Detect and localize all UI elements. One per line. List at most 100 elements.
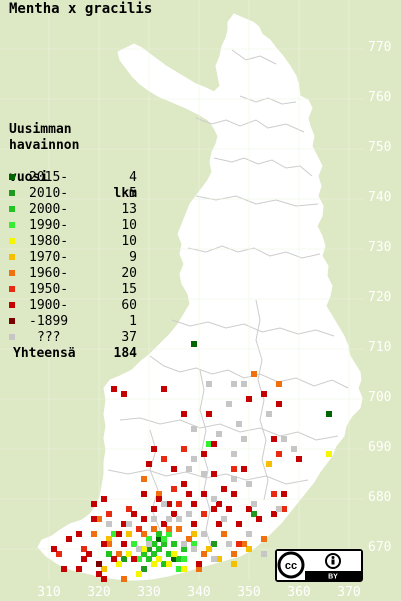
observation-square xyxy=(141,491,147,497)
observation-square xyxy=(226,401,232,407)
y-tick-label: 710 xyxy=(368,340,392,355)
observation-square xyxy=(251,501,257,507)
observation-square xyxy=(116,561,122,567)
legend-total: Yhteensä 184 xyxy=(9,346,137,362)
legend-label: 2010- xyxy=(29,186,69,201)
legend-label: 1980- xyxy=(29,234,69,249)
legend-item: 1900- 60 xyxy=(9,298,137,314)
observation-square xyxy=(236,421,242,427)
legend-header-count: lkm xyxy=(113,186,137,201)
observation-square xyxy=(106,521,112,527)
observation-square xyxy=(101,541,107,547)
observation-square xyxy=(96,516,102,522)
observation-square xyxy=(326,411,332,417)
legend-count: 37 xyxy=(121,330,137,345)
observation-square xyxy=(136,571,142,577)
observation-square xyxy=(66,536,72,542)
observation-square xyxy=(166,531,172,537)
observation-square xyxy=(241,436,247,442)
y-tick-label: 700 xyxy=(368,390,392,405)
legend-count: 20 xyxy=(121,266,137,281)
observation-square xyxy=(196,561,202,567)
observation-square xyxy=(126,521,132,527)
observation-square xyxy=(151,541,157,547)
legend-label: 1960- xyxy=(29,266,69,281)
observation-square xyxy=(141,566,147,572)
observation-square xyxy=(201,491,207,497)
legend-item: 1990- 10 xyxy=(9,218,137,234)
observation-square xyxy=(121,541,127,547)
legend-label: 2015- xyxy=(29,170,69,185)
observation-square xyxy=(226,506,232,512)
observation-square xyxy=(176,526,182,532)
observation-square xyxy=(156,556,162,562)
observation-square xyxy=(106,536,112,542)
legend-count: 1 xyxy=(129,314,137,329)
observation-square xyxy=(241,381,247,387)
observation-square xyxy=(176,516,182,522)
observation-square xyxy=(281,506,287,512)
observation-square xyxy=(211,541,217,547)
x-tick-label: 340 xyxy=(187,585,211,600)
legend-swatch xyxy=(9,254,15,260)
observation-square xyxy=(176,501,182,507)
observation-square xyxy=(166,516,172,522)
observation-square xyxy=(271,511,277,517)
observation-square xyxy=(171,486,177,492)
observation-square xyxy=(161,541,167,547)
legend-count: 10 xyxy=(121,234,137,249)
y-tick-label: 680 xyxy=(368,490,392,505)
observation-square xyxy=(251,371,257,377)
observation-square xyxy=(241,466,247,472)
observation-square xyxy=(191,546,197,552)
observation-square xyxy=(251,511,257,517)
observation-square xyxy=(216,556,222,562)
legend-swatch xyxy=(9,206,15,212)
observation-square xyxy=(126,531,132,537)
y-tick-label: 760 xyxy=(368,90,392,105)
observation-square xyxy=(231,551,237,557)
legend-header-line1: Uusimman xyxy=(9,122,72,137)
observation-square xyxy=(221,531,227,537)
observation-square xyxy=(281,491,287,497)
observation-square xyxy=(246,396,252,402)
observation-square xyxy=(161,501,167,507)
legend-swatch xyxy=(9,270,15,276)
observation-square xyxy=(136,556,142,562)
by-text: BY xyxy=(328,574,338,581)
observation-square xyxy=(141,546,147,552)
observation-square xyxy=(276,506,282,512)
observation-square xyxy=(231,476,237,482)
observation-square xyxy=(171,556,177,562)
legend-header-year: vuosi xyxy=(9,170,49,185)
observation-square xyxy=(181,546,187,552)
observation-square xyxy=(131,556,137,562)
observation-square xyxy=(241,541,247,547)
observation-square xyxy=(156,531,162,537)
cc-by-license-badge[interactable]: cc BY xyxy=(275,549,363,582)
legend: Uusimman havainnon vuosi lkm 2015- 4 2010-… xyxy=(9,122,137,362)
legend-item: 1970- 9 xyxy=(9,250,137,266)
observation-square xyxy=(136,526,142,532)
observation-square xyxy=(146,556,152,562)
observation-square xyxy=(211,471,217,477)
observation-square xyxy=(91,531,97,537)
observation-square xyxy=(171,541,177,547)
cc-icon xyxy=(277,551,305,579)
observation-square xyxy=(191,521,197,527)
legend-item: 1980- 10 xyxy=(9,234,137,250)
observation-square xyxy=(121,556,127,562)
observation-square xyxy=(261,536,267,542)
observation-square xyxy=(246,531,252,537)
observation-square xyxy=(56,551,62,557)
observation-square xyxy=(156,536,162,542)
observation-square xyxy=(116,531,122,537)
observation-square xyxy=(161,561,167,567)
y-tick-label: 730 xyxy=(368,240,392,255)
observation-square xyxy=(266,461,272,467)
observation-square xyxy=(91,516,97,522)
observation-square xyxy=(276,401,282,407)
observation-square xyxy=(111,556,117,562)
observation-square xyxy=(266,411,272,417)
observation-square xyxy=(141,516,147,522)
